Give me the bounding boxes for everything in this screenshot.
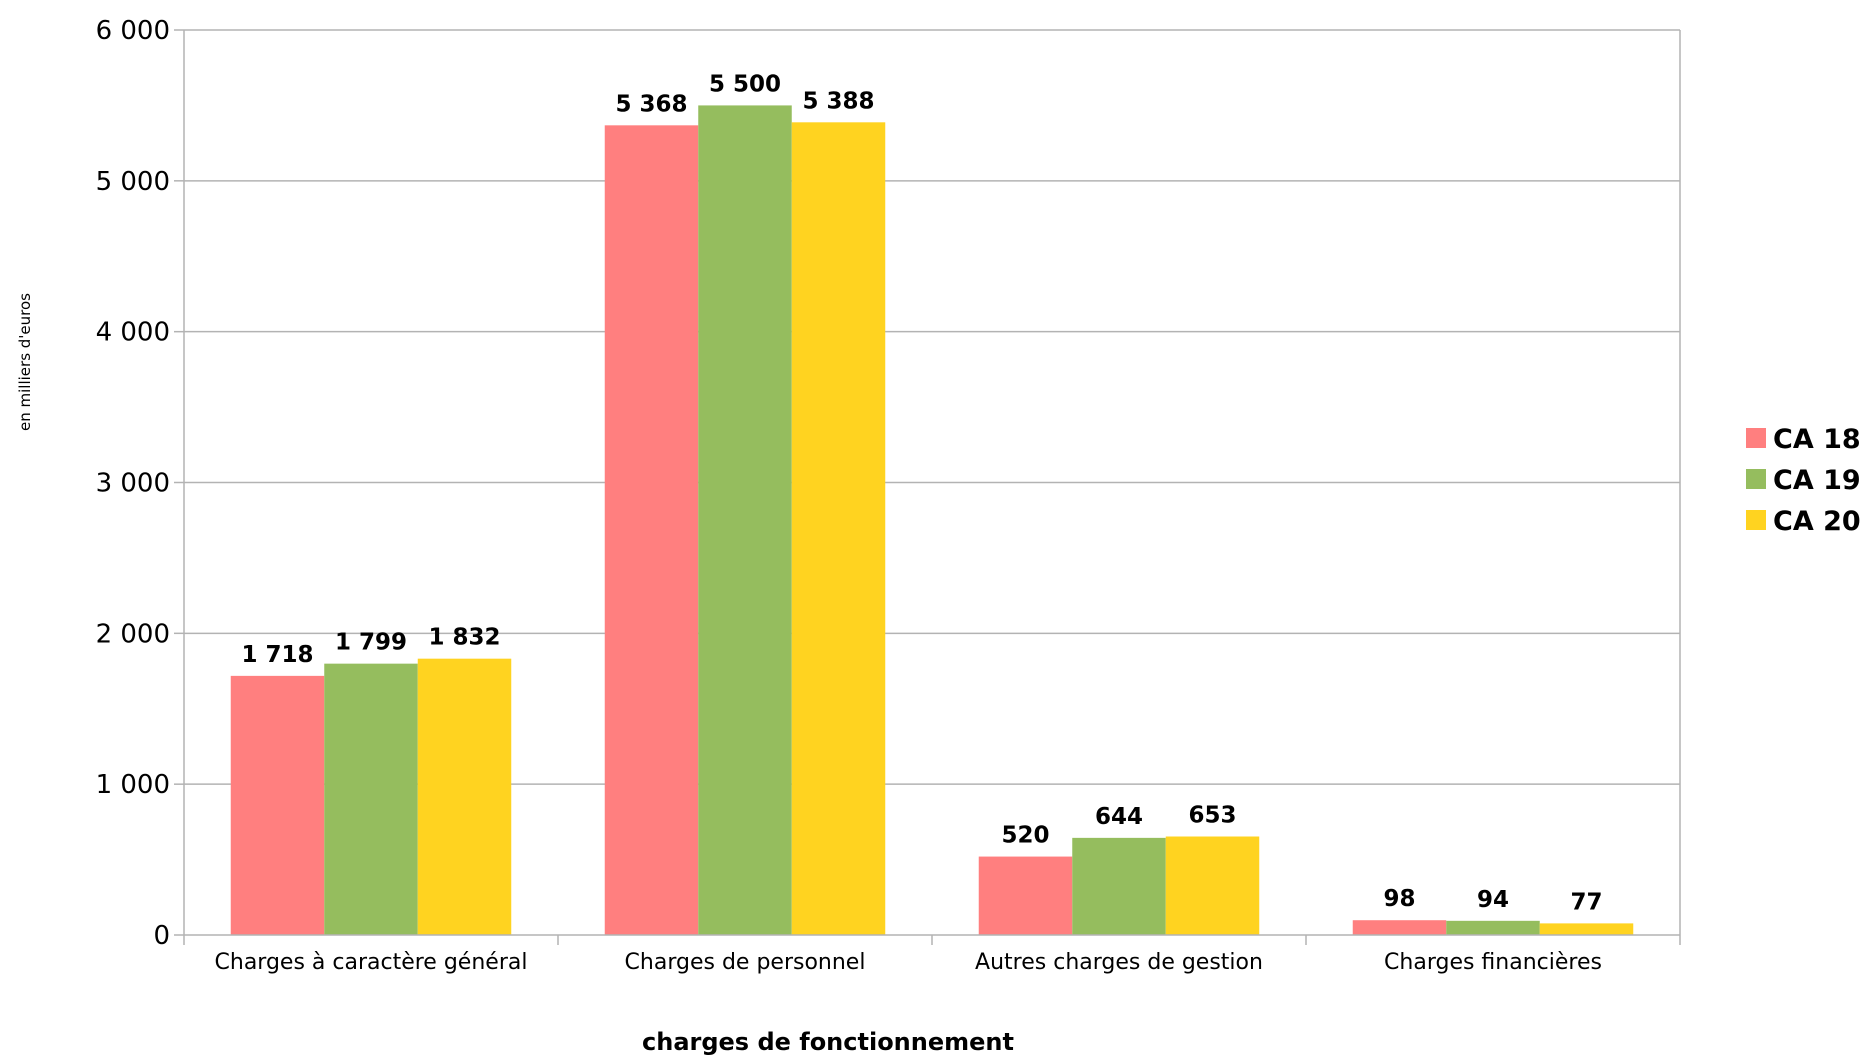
- bar: [324, 663, 418, 935]
- data-labels: 1 718 1 799 1 832 5 368 5 500 5 388 520 644 653 9…: [241, 71, 1602, 915]
- y-tick-label: 2 000: [96, 619, 170, 649]
- legend-swatch: [1746, 469, 1766, 489]
- data-label: 1 718: [241, 642, 313, 668]
- x-tick-label: Charges financières: [1384, 950, 1602, 975]
- bar: [417, 658, 512, 935]
- bar: [791, 122, 886, 935]
- data-label: 644: [1095, 804, 1143, 830]
- x-tick-label: Charges à caractère général: [215, 950, 528, 975]
- legend-label: CA 19: [1773, 465, 1861, 496]
- data-label: 5 500: [709, 71, 781, 97]
- y-tick-label: 0: [153, 921, 170, 951]
- data-label: 1 832: [428, 625, 500, 651]
- data-label: 653: [1188, 803, 1236, 829]
- bar: [1539, 923, 1634, 935]
- legend-swatch: [1746, 428, 1766, 448]
- legend-label: CA 20: [1773, 506, 1861, 537]
- x-tick-label: Autres charges de gestion: [975, 950, 1263, 975]
- data-label: 520: [1001, 823, 1049, 849]
- axes: 0 1 000 2 000 3 000 4 000 5 000 6 000 Charges à…: [96, 16, 1681, 975]
- y-tick-label: 1 000: [96, 770, 170, 800]
- legend-label: CA 18: [1773, 424, 1861, 455]
- bar: [1072, 837, 1166, 935]
- data-label: 94: [1477, 887, 1509, 913]
- bar: [1352, 920, 1447, 935]
- legend: CA 18 CA 19 CA 20: [1746, 424, 1861, 537]
- y-tick-label: 4 000: [96, 318, 170, 348]
- grid: [184, 29, 1680, 785]
- x-tick-label: Charges de personnel: [625, 950, 866, 975]
- data-label: 5 388: [802, 88, 874, 114]
- bar: [230, 675, 325, 935]
- y-tick-label: 5 000: [96, 167, 170, 197]
- x-axis-title: charges de fonctionnement: [642, 1028, 1014, 1056]
- bars: [230, 105, 1634, 936]
- data-label: 5 368: [615, 91, 687, 117]
- bar: [604, 125, 699, 936]
- y-tick-label: 6 000: [96, 16, 170, 46]
- bar: [978, 856, 1073, 935]
- data-label: 98: [1383, 886, 1415, 912]
- bar: [1165, 836, 1260, 935]
- legend-swatch: [1746, 510, 1766, 530]
- y-axis-title: en milliers d'euros: [16, 293, 34, 431]
- y-tick-label: 3 000: [96, 469, 170, 499]
- bar: [1446, 920, 1540, 935]
- data-label: 1 799: [335, 630, 407, 656]
- data-label: 77: [1570, 889, 1602, 915]
- bar: [698, 105, 792, 935]
